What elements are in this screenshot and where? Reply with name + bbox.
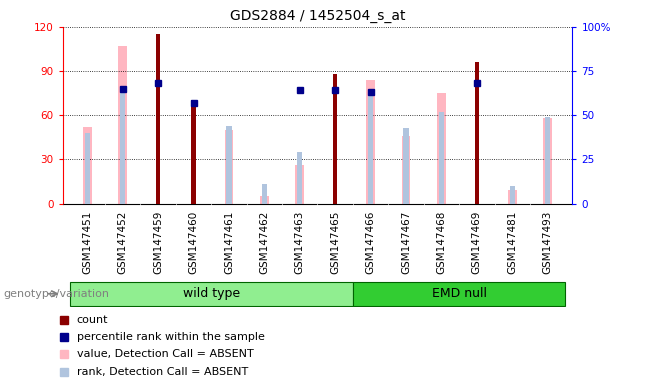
Bar	[509, 186, 515, 204]
Bar	[224, 130, 234, 204]
Bar	[403, 127, 409, 204]
Bar	[401, 136, 411, 204]
Text: GSM147459: GSM147459	[153, 210, 163, 274]
Bar	[368, 96, 373, 204]
Text: GSM147468: GSM147468	[436, 210, 446, 274]
Text: percentile rank within the sample: percentile rank within the sample	[77, 332, 265, 342]
Text: GSM147451: GSM147451	[82, 210, 92, 274]
Title: GDS2884 / 1452504_s_at: GDS2884 / 1452504_s_at	[230, 9, 405, 23]
Text: GSM147469: GSM147469	[472, 210, 482, 274]
Text: value, Detection Call = ABSENT: value, Detection Call = ABSENT	[77, 349, 253, 359]
Text: EMD null: EMD null	[432, 287, 487, 300]
Bar	[191, 101, 195, 204]
Bar	[353, 282, 565, 306]
Bar	[474, 62, 479, 204]
Text: GSM147465: GSM147465	[330, 210, 340, 274]
Bar	[226, 126, 232, 204]
Bar	[367, 80, 375, 204]
Text: rank, Detection Call = ABSENT: rank, Detection Call = ABSENT	[77, 366, 248, 377]
Text: GSM147452: GSM147452	[118, 210, 128, 274]
Bar	[297, 152, 303, 204]
Bar	[118, 46, 127, 204]
Bar	[545, 117, 550, 204]
Text: GSM147467: GSM147467	[401, 210, 411, 274]
Bar	[295, 165, 304, 204]
Text: genotype/variation: genotype/variation	[3, 289, 109, 299]
Bar	[85, 133, 90, 204]
Bar	[260, 196, 268, 204]
Bar	[70, 282, 353, 306]
Bar	[439, 112, 444, 204]
Bar	[83, 127, 91, 204]
Text: GSM147466: GSM147466	[366, 210, 376, 274]
Text: count: count	[77, 314, 108, 325]
Text: GSM147460: GSM147460	[189, 210, 199, 273]
Text: GSM147493: GSM147493	[543, 210, 553, 274]
Bar	[437, 93, 446, 204]
Bar	[508, 190, 517, 204]
Bar	[120, 92, 126, 204]
Text: GSM147461: GSM147461	[224, 210, 234, 274]
Text: wild type: wild type	[183, 287, 240, 300]
Text: GSM147463: GSM147463	[295, 210, 305, 274]
Text: GSM147462: GSM147462	[259, 210, 269, 274]
Text: GSM147481: GSM147481	[507, 210, 517, 274]
Bar	[156, 34, 161, 204]
Bar	[333, 74, 338, 204]
Bar	[544, 118, 552, 204]
Bar	[262, 184, 267, 204]
